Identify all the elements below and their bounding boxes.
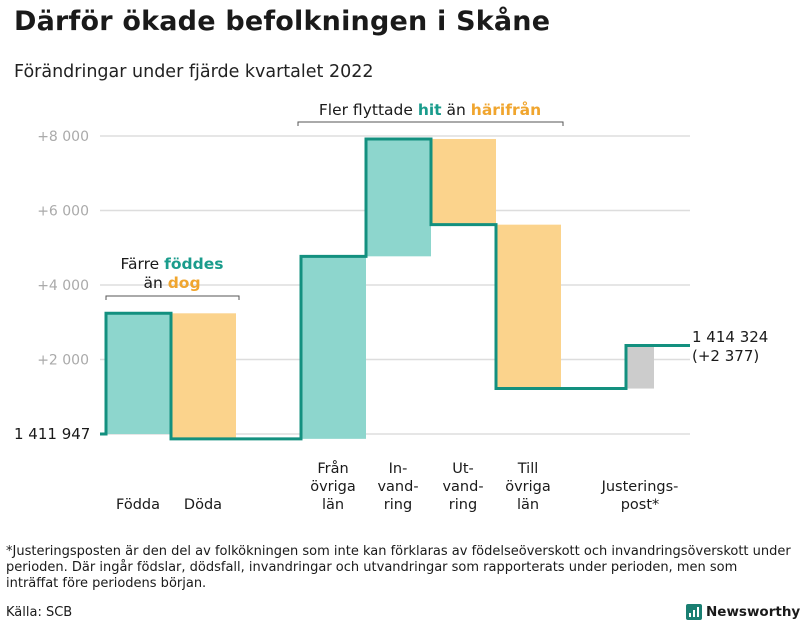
brand-name: Newsworthy [706,604,800,620]
category-label: Från [317,460,348,477]
annotation-bracket [297,121,564,126]
waterfall-bar [626,345,654,389]
category-label: ring [449,497,477,513]
category-label: post* [621,497,660,513]
category-label: Ut- [452,461,474,477]
start-value-label: 1 411 947 [14,425,90,443]
category-label: övriga [310,479,356,495]
y-tick-label: +8 000 [37,129,89,145]
annotation-text: Fler flyttade hit än härifrån [319,100,541,119]
category-label: In- [389,461,408,477]
category-label: Födda [116,497,160,513]
waterfall-bar [431,138,496,225]
category-label: län [517,497,539,513]
category-label: Döda [184,497,222,513]
annotation-text: än dog [143,274,200,292]
category-label: vand- [377,479,418,495]
category-label: Justerings- [601,479,679,495]
source-label: Källa: SCB [6,605,73,620]
end-value-label: 1 414 324 [692,328,768,346]
annotation-bracket [105,295,240,300]
chart-title: Därför ökade befolkningen i Skåne [14,6,551,37]
category-label: övriga [505,479,551,495]
footnote: *Justeringsposten är den del av folkökni… [6,544,791,591]
y-tick-label: +6 000 [37,204,89,220]
category-label: Till [517,461,539,477]
chart-subtitle: Förändringar under fjärde kvartalet 2022 [14,62,374,82]
waterfall-chart: +2 000 +4 000 +6 000 +8 000 1 411 947 1 414 3… [14,100,768,513]
brand: Newsworthy [686,604,800,620]
newsworthy-logo-icon [686,604,702,620]
category-label: ring [384,497,412,513]
y-tick-label: +4 000 [37,278,89,294]
end-value-label: (+2 377) [692,347,759,365]
cumulative-step-line [100,137,690,441]
category-label: vand- [442,479,483,495]
waterfall-bar [106,313,171,434]
y-tick-label: +2 000 [37,353,89,369]
waterfall-bar [171,313,236,439]
waterfall-bar [366,138,431,257]
annotation-text: Färre föddes [121,255,224,273]
waterfall-bar [496,224,561,389]
waterfall-bar [301,256,366,439]
category-label: län [322,497,344,513]
